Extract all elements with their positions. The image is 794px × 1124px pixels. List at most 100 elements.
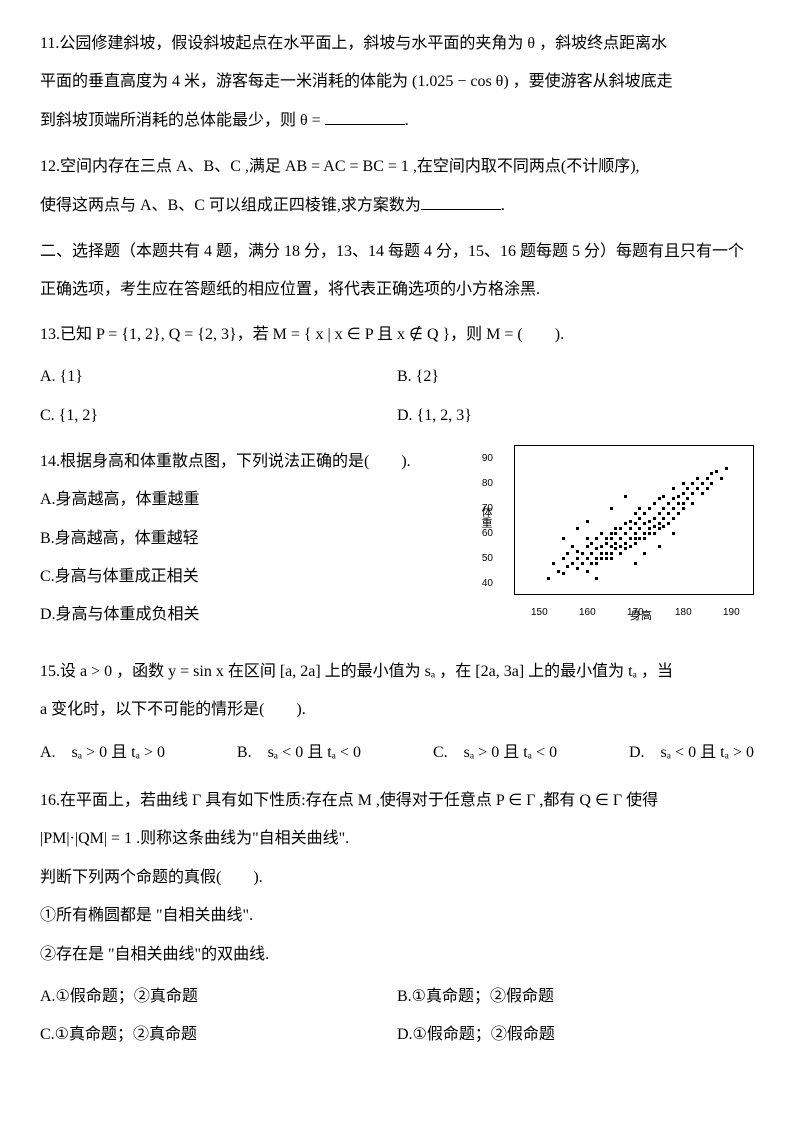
x-tick-label: 180 bbox=[675, 608, 692, 618]
data-point bbox=[614, 532, 617, 535]
data-point bbox=[706, 477, 709, 480]
q13-stem: 13.已知 P = {1, 2}, Q = {2, 3}，若 M = { x |… bbox=[40, 316, 754, 354]
data-point bbox=[590, 552, 593, 555]
data-point bbox=[634, 542, 637, 545]
data-point bbox=[662, 525, 665, 528]
data-point bbox=[648, 532, 651, 535]
data-point bbox=[643, 552, 646, 555]
q12-line2-text: 使得这两点与 A、B、C 可以组成正四棱锥,求方案数为 bbox=[40, 197, 421, 214]
q16-option-B: B.①真命题；②假命题 bbox=[397, 978, 754, 1016]
q13-option-B: B. {2} bbox=[397, 358, 754, 396]
q14-option-D: D.身高与体重成负相关 bbox=[40, 596, 433, 634]
data-point bbox=[686, 487, 689, 490]
data-point bbox=[662, 507, 665, 510]
q14-option-C: C.身高与体重成正相关 bbox=[40, 558, 433, 596]
data-point bbox=[696, 487, 699, 490]
data-point bbox=[662, 517, 665, 520]
data-point bbox=[610, 545, 613, 548]
data-point bbox=[595, 577, 598, 580]
data-point bbox=[701, 482, 704, 485]
data-point bbox=[614, 527, 617, 530]
q12-line2-end: . bbox=[501, 197, 505, 214]
data-point bbox=[566, 565, 569, 568]
data-point bbox=[586, 545, 589, 548]
q16-line2: |PM|·|QM| = 1 .则称这条曲线为"自相关曲线". bbox=[40, 820, 754, 858]
y-axis-title: 体重 bbox=[480, 506, 491, 528]
data-point bbox=[590, 542, 593, 545]
q14-option-A: A.身高越高，体重越重 bbox=[40, 481, 433, 519]
data-point bbox=[667, 502, 670, 505]
data-point bbox=[638, 527, 641, 530]
data-point bbox=[643, 537, 646, 540]
data-point bbox=[648, 527, 651, 530]
question-16: 16.在平面上，若曲线 Γ 具有如下性质:存在点 M ,使得对于任意点 P ∈ … bbox=[40, 782, 754, 1055]
question-12: 12.空间内存在三点 A、B、C ,满足 AB = AC = BC = 1 ,在… bbox=[40, 148, 754, 225]
q16-line1: 16.在平面上，若曲线 Γ 具有如下性质:存在点 M ,使得对于任意点 P ∈ … bbox=[40, 782, 754, 820]
data-point bbox=[634, 522, 637, 525]
data-point bbox=[629, 545, 632, 548]
data-point bbox=[605, 557, 608, 560]
data-point bbox=[658, 527, 661, 530]
data-point bbox=[624, 547, 627, 550]
data-point bbox=[672, 532, 675, 535]
data-point bbox=[634, 532, 637, 535]
data-point bbox=[638, 537, 641, 540]
q16-line3: 判断下列两个命题的真假( ). bbox=[40, 859, 754, 897]
question-11: 11.公园修建斜坡，假设斜坡起点在水平面上，斜坡与水平面的夹角为 θ ，斜坡终点… bbox=[40, 25, 754, 140]
x-axis-title: 身高 bbox=[630, 611, 652, 622]
data-point bbox=[725, 467, 728, 470]
data-point bbox=[720, 477, 723, 480]
q13-option-D: D. {1, 2, 3} bbox=[397, 397, 754, 435]
question-15: 15.设 a > 0 ，函数 y = sin x 在区间 [a, 2a] 上的最… bbox=[40, 653, 754, 772]
data-point bbox=[595, 557, 598, 560]
data-point bbox=[653, 532, 656, 535]
data-point bbox=[667, 512, 670, 515]
data-point bbox=[581, 562, 584, 565]
data-point bbox=[672, 517, 675, 520]
x-tick-label: 190 bbox=[723, 608, 740, 618]
q15-option-D: D. sₐ < 0 且 tₐ > 0 bbox=[629, 734, 754, 772]
data-point bbox=[624, 542, 627, 545]
data-point bbox=[691, 502, 694, 505]
data-point bbox=[677, 495, 680, 498]
q15-line2-text: a 变化时，以下不可能的情形是( ). bbox=[40, 701, 306, 718]
q15-options: A. sₐ > 0 且 tₐ > 0 B. sₐ < 0 且 tₐ < 0 C.… bbox=[40, 734, 754, 772]
data-point bbox=[624, 522, 627, 525]
section-2-header: 二、选择题（本题共有 4 题，满分 18 分，13、14 每题 4 分，15、1… bbox=[40, 233, 754, 310]
data-point bbox=[562, 557, 565, 560]
data-point bbox=[634, 537, 637, 540]
data-point bbox=[715, 470, 718, 473]
data-point bbox=[619, 527, 622, 530]
data-point bbox=[619, 537, 622, 540]
data-point bbox=[610, 532, 613, 535]
data-point bbox=[605, 537, 608, 540]
data-point bbox=[634, 562, 637, 565]
scatter-plot: 405060708090 150160170180190 体重 身高 bbox=[514, 445, 754, 595]
data-point bbox=[610, 552, 613, 555]
data-point bbox=[662, 495, 665, 498]
data-point bbox=[686, 497, 689, 500]
data-point bbox=[576, 550, 579, 553]
q11-line3: 到斜坡顶端所消耗的总体能最少，则 θ = . bbox=[40, 102, 754, 140]
data-point bbox=[619, 552, 622, 555]
data-point bbox=[581, 552, 584, 555]
data-point bbox=[629, 527, 632, 530]
data-point bbox=[576, 557, 579, 560]
data-point bbox=[619, 545, 622, 548]
q13-option-C: C. {1, 2} bbox=[40, 397, 397, 435]
q15-line2: a 变化时，以下不可能的情形是( ). bbox=[40, 691, 754, 729]
y-tick-label: 50 bbox=[482, 554, 493, 564]
q15-option-B: B. sₐ < 0 且 tₐ < 0 bbox=[237, 734, 361, 772]
data-point bbox=[605, 542, 608, 545]
data-point bbox=[682, 482, 685, 485]
data-point bbox=[590, 562, 593, 565]
data-point bbox=[605, 552, 608, 555]
q11-line2: 平面的垂直高度为 4 米，游客每走一米消耗的体能为 (1.025 − cos θ… bbox=[40, 63, 754, 101]
data-point bbox=[701, 492, 704, 495]
q15-option-C: C. sₐ > 0 且 tₐ < 0 bbox=[433, 734, 557, 772]
data-point bbox=[610, 537, 613, 540]
y-tick-label: 60 bbox=[482, 529, 493, 539]
y-tick-label: 90 bbox=[482, 454, 493, 464]
data-point bbox=[600, 532, 603, 535]
q15-option-A: A. sₐ > 0 且 tₐ > 0 bbox=[40, 734, 165, 772]
